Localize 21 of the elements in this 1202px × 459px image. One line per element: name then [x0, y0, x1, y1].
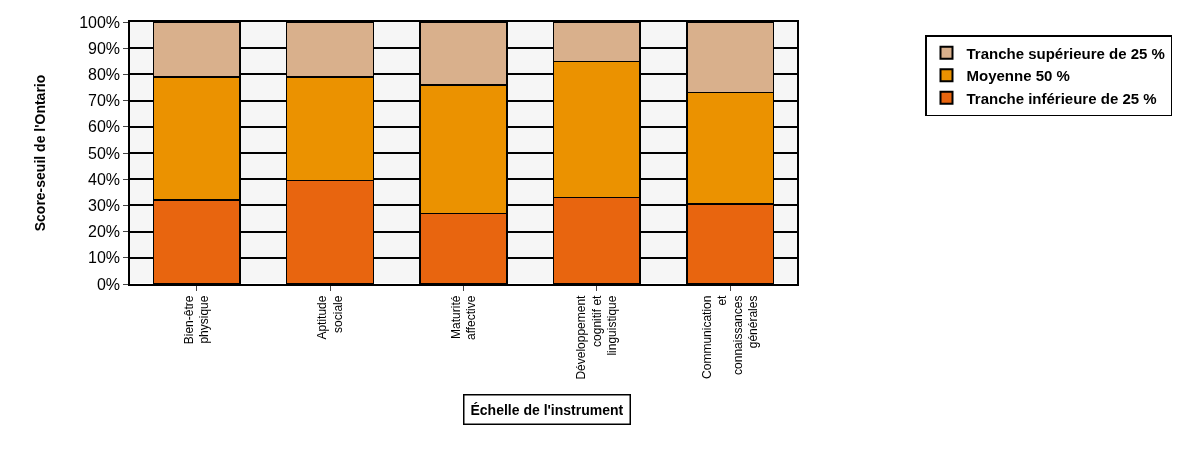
y-axis-title: Score-seuil de l'Ontario	[32, 74, 49, 232]
y-tick-label: 80%	[88, 66, 121, 83]
y-tick-label: 70%	[88, 92, 121, 110]
y-tick-label: 60%	[88, 118, 121, 136]
legend-label: Tranche inférieure de 25 %	[966, 89, 1157, 107]
y-tick-label: 50%	[88, 144, 121, 162]
x-tick-label: Bien-être physique	[181, 295, 212, 345]
y-tick-label: 0%	[96, 275, 121, 293]
legend-label: Tranche supérieure de 25 %	[966, 44, 1165, 62]
y-tick-label: 100%	[79, 13, 121, 31]
x-tick-label: Aptitude sociale	[315, 295, 345, 340]
y-tick-label: 40%	[88, 170, 121, 188]
y-tick-label: 30%	[88, 197, 121, 214]
x-axis-title: Échelle de l'instrument	[470, 401, 624, 418]
y-tick-label: 20%	[88, 223, 121, 241]
y-tick-label: 90%	[88, 39, 121, 57]
y-tick-label: 10%	[88, 249, 121, 267]
x-tick-label: Communication et connaissances générales	[699, 294, 761, 379]
x-tick-label: Maturité affective	[448, 295, 479, 341]
x-tick-label: Développement cognitif et linguistique	[574, 294, 620, 380]
legend-label: Moyenne 50 %	[966, 67, 1070, 85]
